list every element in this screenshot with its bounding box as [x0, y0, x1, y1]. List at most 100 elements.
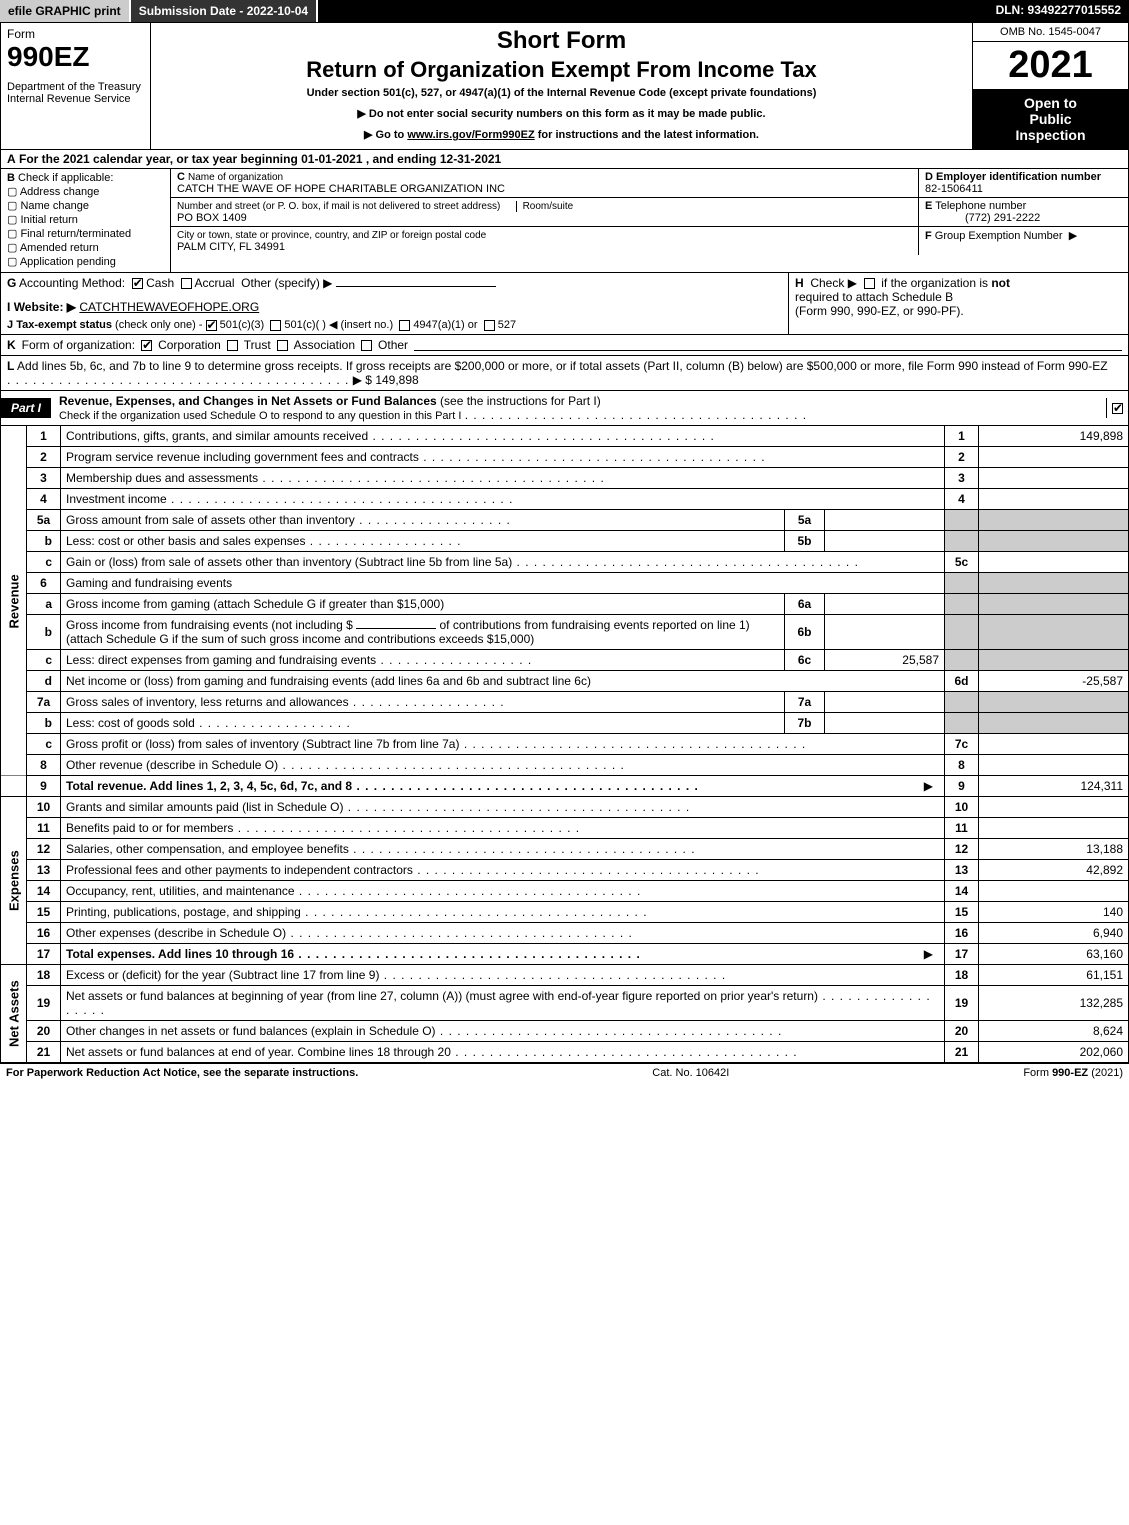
irs-label: Internal Revenue Service — [7, 93, 144, 105]
netassets-side-label: Net Assets — [1, 965, 27, 1063]
r7b-desc: Less: cost of goods sold — [61, 713, 785, 734]
addr: PO BOX 1409 — [177, 212, 247, 224]
part1-header: Part I Revenue, Expenses, and Changes in… — [0, 391, 1129, 426]
r2-num: 2 — [27, 447, 61, 468]
j-501c3: 501(c)(3) — [220, 319, 265, 331]
r18-val: 61,151 — [979, 965, 1129, 986]
r6a-mini: 6a — [785, 594, 825, 615]
r6c-num: c — [27, 650, 61, 671]
irs-link[interactable]: www.irs.gov/Form990EZ — [407, 129, 534, 141]
g-cash: Cash — [146, 276, 174, 290]
ein: 82-1506411 — [925, 183, 983, 195]
chk-initial-return[interactable]: Initial return — [7, 213, 164, 226]
r6c-val-shade — [979, 650, 1129, 671]
k-text: Form of organization: — [22, 338, 135, 352]
chk-other-org[interactable] — [361, 340, 372, 351]
chk-cash[interactable] — [132, 278, 143, 289]
org-name: CATCH THE WAVE OF HOPE CHARITABLE ORGANI… — [177, 183, 505, 195]
l-label: L — [7, 359, 14, 373]
r21-desc: Net assets or fund balances at end of ye… — [61, 1042, 945, 1063]
line-a-label: A — [7, 152, 16, 166]
r11-val — [979, 818, 1129, 839]
r15-desc: Printing, publications, postage, and shi… — [61, 902, 945, 923]
r7a-desc: Gross sales of inventory, less returns a… — [61, 692, 785, 713]
r3-val — [979, 468, 1129, 489]
chk-501c[interactable] — [270, 320, 281, 331]
r6-val-shade — [979, 573, 1129, 594]
f-arrow: ▶ — [1069, 230, 1077, 242]
r17-box: 17 — [945, 944, 979, 965]
i-label: I — [7, 300, 10, 314]
efile-print[interactable]: efile GRAPHIC print — [0, 0, 131, 22]
r6a-desc: Gross income from gaming (attach Schedul… — [61, 594, 785, 615]
r9-val: 124,311 — [979, 776, 1129, 797]
note-ssn: ▶ Do not enter social security numbers o… — [159, 107, 964, 120]
r6b-mini: 6b — [785, 615, 825, 650]
r6c-mv: 25,587 — [825, 650, 945, 671]
subtitle: Under section 501(c), 527, or 4947(a)(1)… — [159, 87, 964, 99]
website-link[interactable]: CATCHTHEWAVEOFHOPE.ORG — [79, 300, 259, 314]
r5a-num: 5a — [27, 510, 61, 531]
r10-val — [979, 797, 1129, 818]
chk-527[interactable] — [484, 320, 495, 331]
page-footer: For Paperwork Reduction Act Notice, see … — [0, 1063, 1129, 1082]
chk-amended-return[interactable]: Amended return — [7, 241, 164, 254]
chk-name-change[interactable]: Name change — [7, 199, 164, 212]
r14-val — [979, 881, 1129, 902]
line-g: G Accounting Method: Cash Accrual Other … — [1, 273, 788, 334]
chk-h[interactable] — [864, 278, 875, 289]
chk-accrual[interactable] — [181, 278, 192, 289]
r5b-mini: 5b — [785, 531, 825, 552]
part1-sub: Check if the organization used Schedule … — [59, 410, 461, 422]
f-title: Group Exemption Number — [935, 230, 1063, 242]
r16-box: 16 — [945, 923, 979, 944]
r6c-desc: Less: direct expenses from gaming and fu… — [61, 650, 785, 671]
g-other-fill[interactable] — [336, 286, 496, 287]
j-4947: 4947(a)(1) or — [413, 319, 477, 331]
r9-desc: Total revenue. Add lines 1, 2, 3, 4, 5c,… — [61, 776, 945, 797]
section-b-label: B — [7, 172, 15, 184]
chk-association[interactable] — [277, 340, 288, 351]
k-trust: Trust — [244, 338, 271, 352]
chk-501c3[interactable] — [206, 320, 217, 331]
top-bar: efile GRAPHIC print Submission Date - 20… — [0, 0, 1129, 22]
part1-title-text: Revenue, Expenses, and Changes in Net As… — [59, 394, 437, 408]
r3-desc: Membership dues and assessments — [61, 468, 945, 489]
r7a-mv — [825, 692, 945, 713]
r12-val: 13,188 — [979, 839, 1129, 860]
chk-address-change[interactable]: Address change — [7, 185, 164, 198]
part1-tag: Part I — [1, 398, 51, 418]
part1-schedule-o-check[interactable] — [1106, 398, 1128, 418]
chk-trust[interactable] — [227, 340, 238, 351]
r3-box: 3 — [945, 468, 979, 489]
footer-right-post: (2021) — [1088, 1067, 1123, 1079]
r6b-box-shade — [945, 615, 979, 650]
r2-box: 2 — [945, 447, 979, 468]
r14-num: 14 — [27, 881, 61, 902]
r21-box: 21 — [945, 1042, 979, 1063]
note-link: ▶ Go to www.irs.gov/Form990EZ for instru… — [159, 128, 964, 141]
e-title: Telephone number — [935, 200, 1026, 212]
e-label: E — [925, 200, 932, 212]
r6b-val-shade — [979, 615, 1129, 650]
j-small: (check only one) - — [115, 319, 202, 331]
r4-desc: Investment income — [61, 489, 945, 510]
r5a-desc: Gross amount from sale of assets other t… — [61, 510, 785, 531]
r6-box-shade — [945, 573, 979, 594]
r6a-box-shade — [945, 594, 979, 615]
h-not: not — [991, 276, 1010, 290]
r17-desc: Total expenses. Add lines 10 through 16▶ — [61, 944, 945, 965]
city-label: City or town, state or province, country… — [177, 230, 486, 241]
r14-desc: Occupancy, rent, utilities, and maintena… — [61, 881, 945, 902]
chk-application-pending[interactable]: Application pending — [7, 255, 164, 268]
r6d-desc: Net income or (loss) from gaming and fun… — [61, 671, 945, 692]
chk-corporation[interactable] — [141, 340, 152, 351]
section-c: C Name of organization CATCH THE WAVE OF… — [171, 169, 918, 197]
k-label: K — [7, 338, 16, 352]
tax-year: 2021 — [973, 42, 1128, 89]
inspect-line3: Inspection — [977, 127, 1124, 143]
chk-final-return[interactable]: Final return/terminated — [7, 227, 164, 240]
r20-box: 20 — [945, 1021, 979, 1042]
r6a-mv — [825, 594, 945, 615]
chk-4947[interactable] — [399, 320, 410, 331]
